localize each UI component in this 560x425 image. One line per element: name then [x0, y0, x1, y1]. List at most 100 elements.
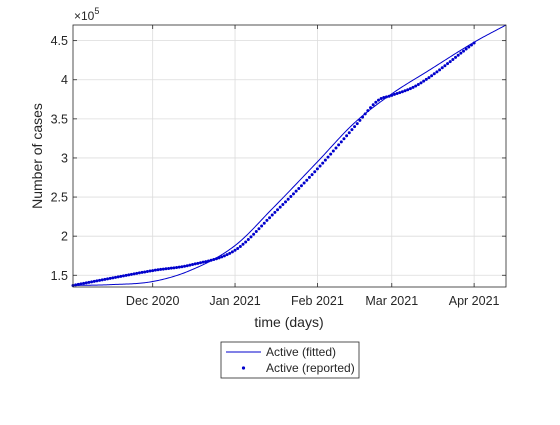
- data-point: [315, 167, 319, 171]
- data-point: [358, 118, 362, 122]
- data-point: [337, 143, 341, 147]
- data-point: [435, 70, 439, 74]
- data-point: [132, 272, 136, 276]
- data-point: [76, 282, 80, 286]
- data-point: [454, 55, 458, 59]
- data-point: [334, 146, 338, 150]
- data-point: [446, 62, 450, 66]
- x-axis-title: time (days): [254, 314, 323, 330]
- data-point: [183, 264, 187, 268]
- data-point: [177, 265, 181, 269]
- data-point: [416, 82, 420, 86]
- legend-marker-swatch: [241, 366, 246, 370]
- data-point: [164, 267, 168, 271]
- data-point: [260, 224, 264, 228]
- data-point: [392, 92, 396, 96]
- data-point: [135, 271, 139, 275]
- plot-area: [73, 25, 506, 287]
- data-point: [206, 259, 210, 263]
- data-point: [297, 186, 301, 190]
- data-point: [284, 200, 288, 204]
- data-point: [408, 87, 412, 91]
- data-point: [148, 269, 152, 273]
- y-tick-label: 4.5: [51, 34, 68, 48]
- data-point: [188, 263, 192, 267]
- data-point: [361, 115, 365, 119]
- data-point: [111, 276, 115, 280]
- data-point: [103, 277, 107, 281]
- data-point: [153, 268, 157, 272]
- data-point: [305, 178, 309, 182]
- y-tick-label: 3: [61, 151, 68, 165]
- data-point: [225, 253, 229, 257]
- data-point: [82, 281, 86, 285]
- y-tick-label: 1.5: [51, 269, 68, 283]
- data-point: [331, 149, 335, 153]
- data-point: [467, 45, 471, 49]
- data-point: [419, 81, 423, 85]
- data-point: [443, 64, 447, 68]
- plot-frame: [72, 24, 507, 288]
- data-point: [462, 49, 465, 53]
- data-point: [252, 232, 256, 236]
- x-tick-label: Dec 2020: [126, 294, 180, 308]
- data-point: [262, 221, 266, 225]
- data-point: [323, 158, 327, 162]
- data-point: [209, 258, 213, 262]
- data-point: [353, 125, 357, 129]
- data-point: [124, 273, 128, 277]
- data-point: [459, 51, 463, 55]
- data-point: [379, 97, 383, 101]
- data-point: [193, 262, 197, 266]
- data-point: [257, 227, 261, 231]
- data-point: [212, 258, 216, 262]
- y-tick-label: 2.5: [51, 191, 68, 205]
- y-exponent-label: ×105: [74, 6, 99, 23]
- data-point: [84, 281, 88, 285]
- data-point: [265, 218, 269, 222]
- data-point: [121, 274, 125, 278]
- data-point: [119, 274, 123, 278]
- data-point: [329, 152, 333, 156]
- data-point: [254, 230, 258, 234]
- data-point: [74, 283, 78, 287]
- data-point: [222, 254, 226, 258]
- data-point: [270, 213, 274, 217]
- data-point: [400, 90, 404, 94]
- data-point: [228, 251, 232, 255]
- data-point: [201, 260, 205, 264]
- data-point: [339, 140, 343, 144]
- data-point: [299, 184, 303, 188]
- data-point: [318, 164, 322, 168]
- data-point: [347, 131, 351, 135]
- data-point: [98, 278, 102, 282]
- data-point: [100, 278, 104, 282]
- data-point: [366, 109, 370, 113]
- data-point: [127, 273, 131, 277]
- data-point: [268, 216, 272, 220]
- data-point: [422, 79, 426, 83]
- data-point: [355, 122, 359, 126]
- data-point: [456, 53, 460, 57]
- data-point: [191, 262, 195, 266]
- x-tick-label: Jan 2021: [209, 294, 260, 308]
- data-point: [249, 235, 253, 239]
- data-point: [156, 268, 160, 272]
- data-point: [384, 95, 388, 99]
- data-point: [342, 137, 346, 141]
- data-point: [432, 72, 436, 76]
- data-point: [345, 134, 349, 138]
- data-point: [440, 66, 444, 70]
- data-point: [169, 266, 173, 270]
- data-point: [414, 84, 418, 88]
- data-point: [398, 91, 402, 95]
- data-point: [395, 92, 399, 96]
- data-point: [185, 264, 189, 268]
- data-point: [369, 106, 373, 110]
- data-point: [289, 195, 293, 199]
- data-point: [430, 74, 434, 78]
- data-point: [276, 208, 280, 212]
- data-point: [137, 271, 141, 275]
